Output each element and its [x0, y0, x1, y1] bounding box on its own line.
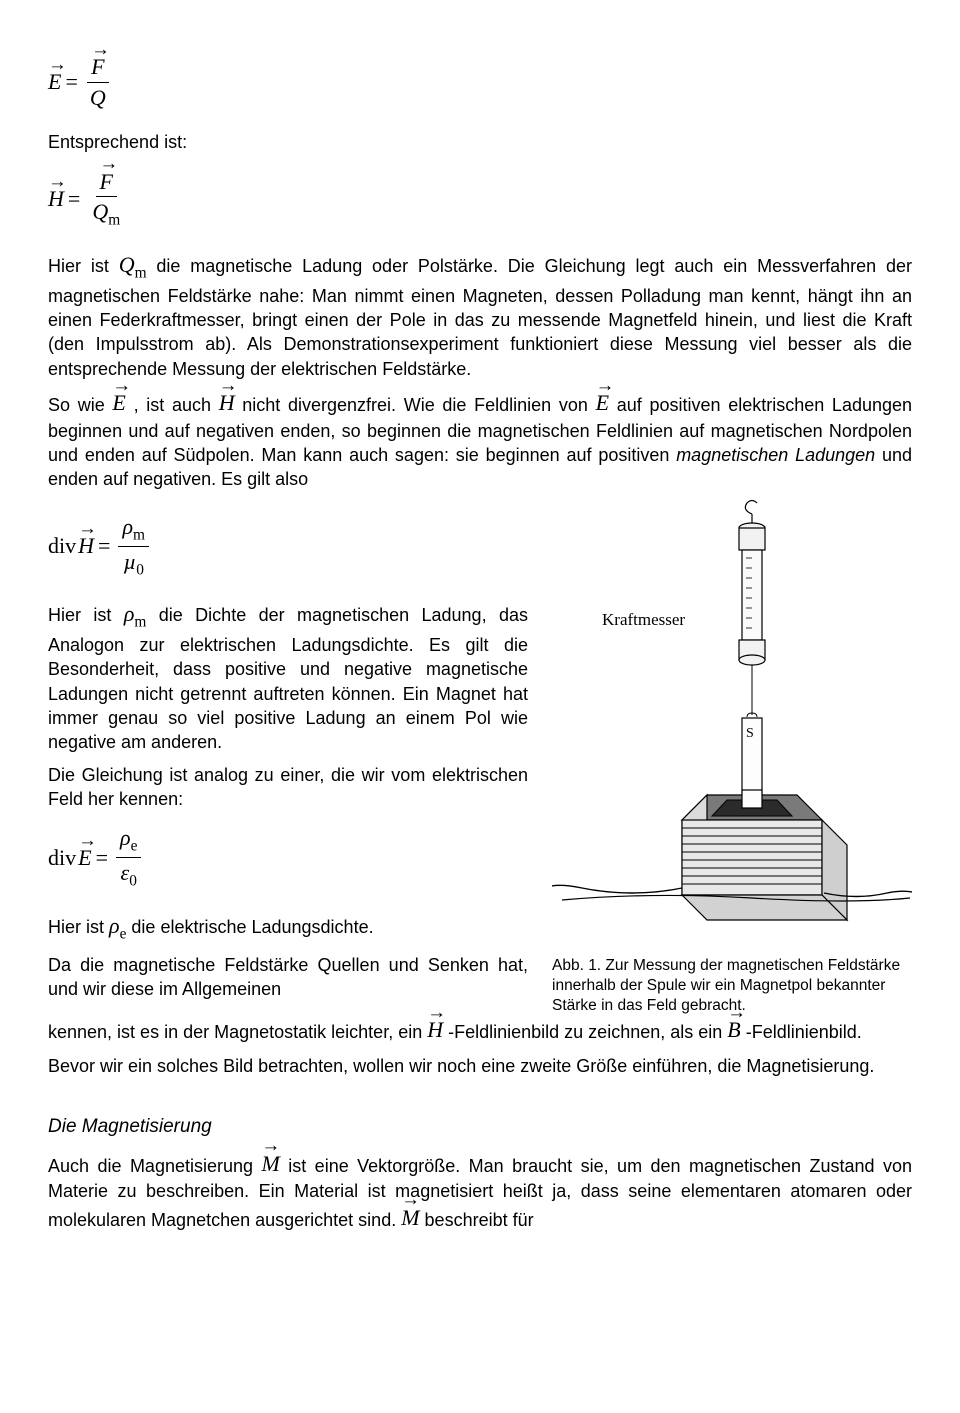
vector-H: H — [427, 1015, 443, 1045]
paragraph-1: Hier ist Qm die magnetische Ladung oder … — [48, 250, 912, 381]
fraction: ρe ε0 — [116, 823, 141, 892]
paragraph-4: Die Gleichung ist analog zu einer, die w… — [48, 763, 528, 812]
figure-kraftmesser: Kraftmesser S — [552, 500, 912, 950]
fraction: ρm µ0 — [118, 512, 149, 581]
equals-sign: = — [68, 184, 80, 214]
vector-F: F — [100, 167, 113, 197]
vector-E: E — [112, 388, 125, 418]
equals-sign: = — [96, 843, 108, 873]
paragraph-8: Bevor wir ein solches Bild betrachten, w… — [48, 1054, 912, 1078]
section-title-magnetisierung: Die Magnetisierung — [48, 1114, 912, 1140]
vector-H: H — [48, 184, 64, 214]
vector-F: F — [91, 52, 104, 82]
var-Q: Q — [86, 83, 110, 113]
vector-H: H — [219, 388, 235, 418]
vector-M: M — [261, 1149, 279, 1179]
fraction: F Q — [86, 52, 110, 112]
formula-divE: div E = ρe ε0 — [48, 823, 528, 892]
paragraph-9: Auch die Magnetisierung M ist eine Vekto… — [48, 1150, 912, 1234]
paragraph-6: Da die magnetische Feldstärke Quellen un… — [48, 953, 528, 1002]
fraction: F Qm — [88, 167, 124, 232]
vector-M: M — [401, 1203, 419, 1233]
vector-H: H — [78, 531, 94, 561]
vector-E: E — [596, 388, 609, 418]
vector-E: E — [48, 67, 61, 97]
vector-B: B — [727, 1015, 740, 1045]
vector-E: E — [78, 843, 91, 873]
equals-sign: = — [65, 67, 77, 97]
paragraph-7: kennen, ist es in der Magnetostatik leic… — [48, 1016, 912, 1046]
equals-sign: = — [98, 531, 110, 561]
div-op: div — [48, 531, 76, 561]
var-Q: Q — [92, 199, 108, 224]
formula-H-eq-F-over-Qm: H = F Qm — [48, 167, 912, 232]
intro-text: Entsprechend ist: — [48, 130, 912, 154]
paragraph-3: Hier ist ρm die Dichte der magnetischen … — [48, 599, 528, 755]
subscript-m: m — [108, 212, 120, 229]
kraftmesser-label: Kraftmesser — [602, 610, 685, 629]
paragraph-5: Hier ist ρe die elektrische Ladungsdicht… — [48, 911, 528, 945]
formula-divH: div H = ρm µ0 — [48, 512, 528, 581]
pole-label-S: S — [746, 726, 754, 741]
paragraph-2-start: So wie E , ist auch H nicht divergenzfre… — [48, 389, 912, 492]
formula-E-eq-F-over-Q: E = F Q — [48, 52, 912, 112]
div-op: div — [48, 843, 76, 873]
